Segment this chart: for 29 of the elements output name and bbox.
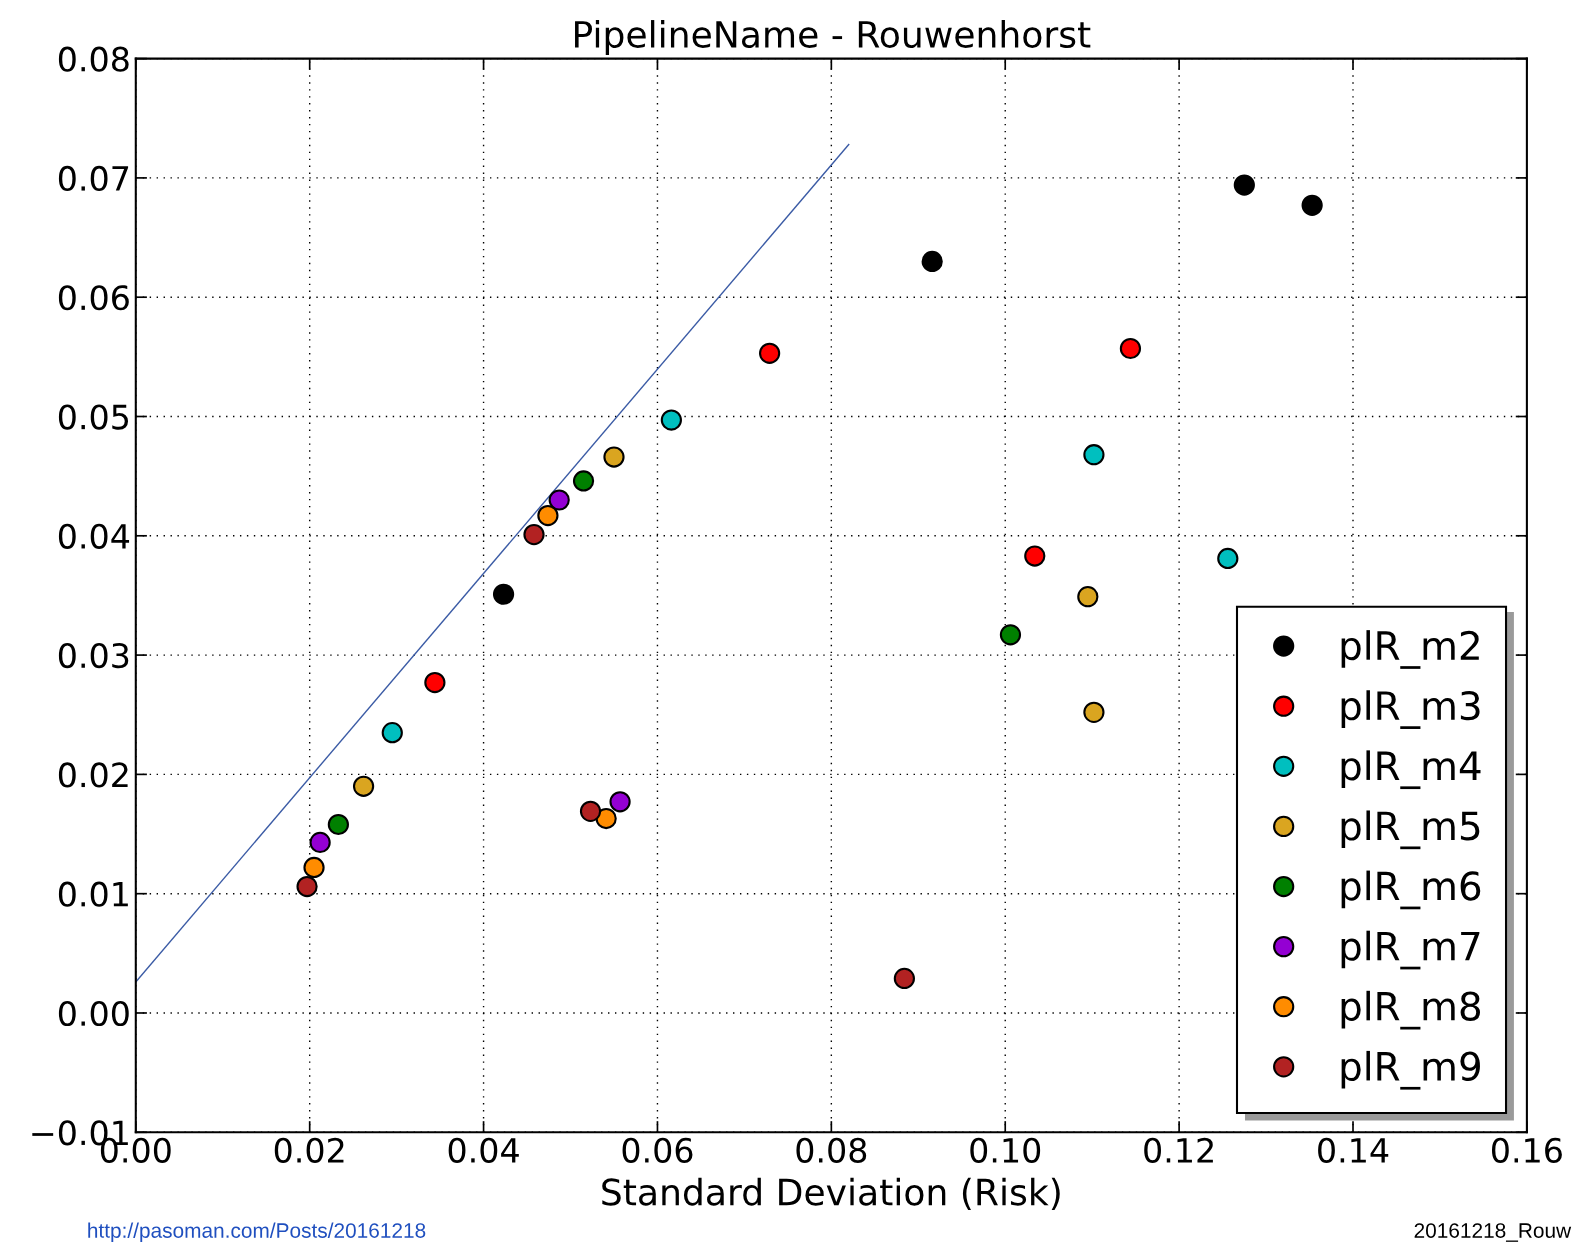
legend-label: plR_m4 <box>1341 750 1481 790</box>
legend-label: plR_m6 <box>1341 870 1481 910</box>
y-tick-label: 0.06 <box>58 285 129 311</box>
legend-label: plR_m8 <box>1341 990 1481 1030</box>
chart-title: PipelineName - Rouwenhorst <box>575 20 1091 56</box>
x-tick-label: 0.16 <box>1491 1137 1562 1163</box>
legend-label: plR_m2 <box>1341 630 1479 669</box>
legend-label: plR_m9 <box>1341 1050 1480 1090</box>
legend-label: plR_m3 <box>1341 690 1480 729</box>
y-tick-label: 0.07 <box>58 165 129 192</box>
y-tick-label: 0.00 <box>58 1000 129 1027</box>
y-tick-label: 0.04 <box>58 523 130 549</box>
y-tick-label: 0.08 <box>58 46 129 72</box>
x-tick-label: 0.08 <box>796 1137 867 1163</box>
text: http://pasoman.com/Posts/20161218 <box>88 1222 426 1243</box>
text: 20161218_Rouw <box>1414 1223 1572 1242</box>
x-tick-label: 0.02 <box>274 1137 344 1163</box>
y-tick-label: 0.05 <box>58 404 129 430</box>
x-tick-label: 0.04 <box>448 1137 519 1163</box>
x-tick-label: 0.10 <box>970 1137 1041 1163</box>
y-tick-label: 0.03 <box>58 643 129 669</box>
y-tick-label: 0.01 <box>58 881 128 907</box>
legend-label: plR_m7 <box>1341 930 1480 970</box>
x-tick-label: 0.06 <box>622 1137 693 1163</box>
y-tick-label: 0.02 <box>58 762 128 788</box>
x-axis-title: Standard Deviation (Risk) <box>602 1177 1060 1210</box>
x-tick-label: 0.14 <box>1318 1137 1389 1163</box>
x-tick-label: 0.12 <box>1144 1137 1213 1163</box>
legend-label: plR_m5 <box>1341 810 1480 850</box>
